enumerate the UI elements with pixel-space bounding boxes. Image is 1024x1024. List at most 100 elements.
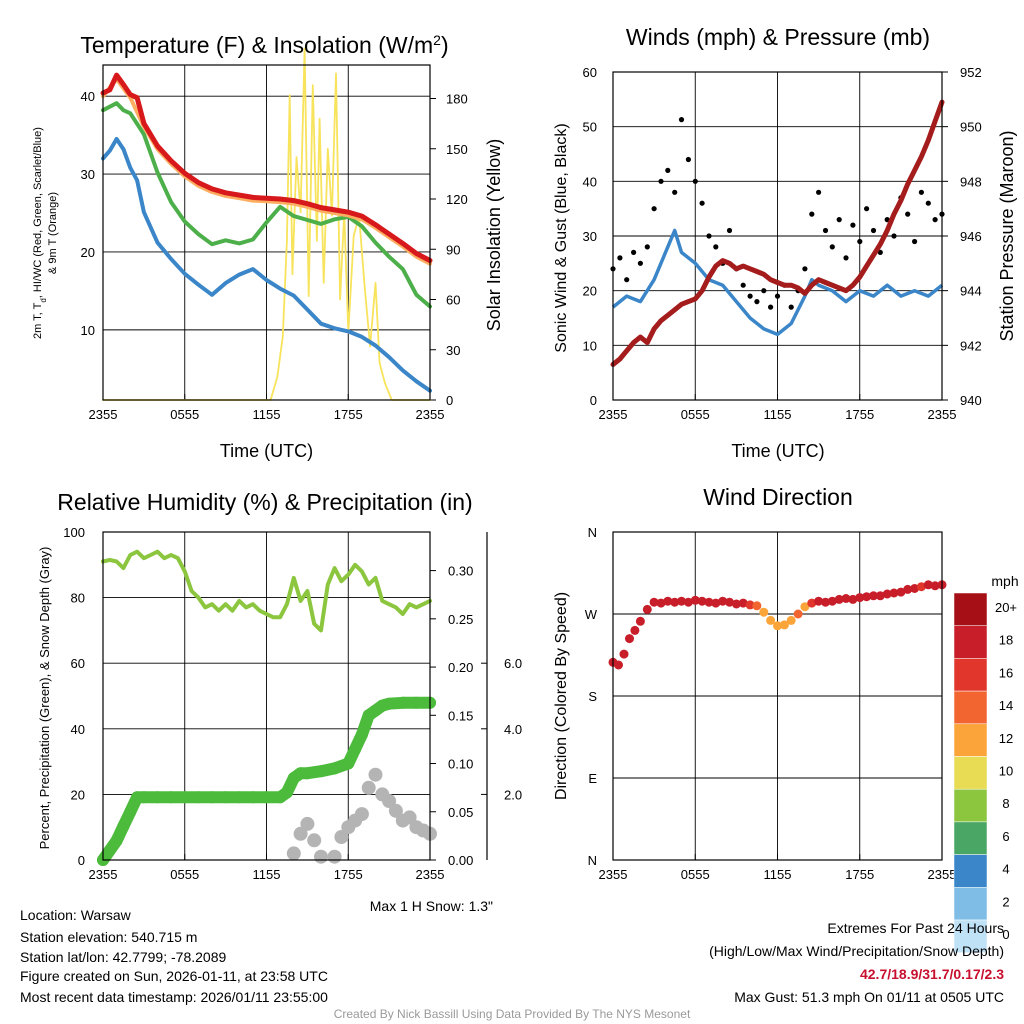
snow-depth-point [293,826,308,841]
dir-point [841,594,851,603]
max-gust-text: Max Gust: 51.3 mph On 01/11 at 0505 UTC [734,989,1004,1005]
precip-point [410,696,423,709]
snow-depth-point [286,846,301,861]
wind-gust-point [774,293,781,299]
wind-gust-point [829,244,835,250]
dir-point [855,593,865,603]
rh-title: Relative Humidity (%) & Precipitation (i… [57,489,472,515]
wind-gust-point [905,211,911,217]
rh-precip-tick-label: 0.15 [448,708,473,723]
wind-xlabel: Time (UTC) [731,441,824,461]
temp-y2tick-label: 180 [446,92,468,107]
precip-point [260,791,273,804]
wind-ytick-label: 60 [583,65,597,80]
elevation-text: Station elevation: 540.715 m [20,929,198,945]
precip-point [342,757,355,770]
colorbar-level-label: 16 [999,665,1013,680]
wind-gust-point [740,282,746,288]
dir-point [649,597,659,607]
dir-point [889,588,899,598]
temp-ylabel-line2: & 9m T (Orange) [47,192,59,274]
dir-title: Wind Direction [703,484,853,510]
colorbar-level-label: 18 [999,633,1013,648]
temp-ytick-label: 20 [81,245,95,260]
wind-gust-point [836,217,842,223]
wind-gust-point [658,178,664,184]
temp-series-line-2 [101,101,432,309]
precip-point [103,844,116,857]
dir-point [821,597,830,607]
wind-speed-line [611,228,944,337]
dir-point [656,598,666,608]
wind-gust-point [816,189,822,195]
wind-gust-point [891,233,897,239]
dir-point [916,582,926,592]
extremes-title: Extremes For Past 24 Hours [827,920,1004,936]
rh-xtick-label: 1755 [334,867,363,882]
wind-ytick-label: 10 [583,338,597,353]
rh-precip-tick-label: 0.25 [448,612,473,627]
rh-precip-tick-label: 0.30 [448,564,473,579]
colorbar-swatch [953,625,988,659]
wind-title: Winds (mph) & Pressure (mb) [626,24,930,50]
rh-precip-tick-label: 0.05 [448,805,473,820]
rh-frame [102,531,431,861]
wind-gust-point [672,189,678,195]
rh-ytick-label: 100 [63,525,85,540]
colorbar-swatch [953,592,988,626]
dir-point [766,615,776,625]
dir-point [875,591,885,601]
temp-y2tick-label: 150 [446,142,468,157]
wind-gust-point [822,227,829,234]
colorbar-label: mph [991,573,1018,589]
temp-series-line-0 [100,72,433,263]
precip-point [301,767,314,780]
temp-ylabel: 2m T, Td, HI/WC (Red, Green, Scarlet/Blu… [32,127,48,339]
dir-point [752,601,762,611]
temp-frame [102,64,431,401]
temp-y2tick-label: 90 [446,242,460,257]
wind-gust-point [747,293,753,299]
precip-point [219,791,232,804]
colorbar-level-label: 12 [999,731,1013,746]
latlon-text: Station lat/lon: 42.7799; -78.2089 [20,949,227,965]
wind-gust-point [761,288,767,294]
temp-y2tick-label: 120 [446,192,468,207]
precip-point [110,834,123,847]
dir-point [683,597,693,607]
wind-xtick-label: 1755 [845,407,874,422]
dir-point [745,600,755,610]
wind-y2tick-label: 946 [960,229,982,244]
wind-gust-point [857,238,863,245]
credit-text: Created By Nick Bassill Using Data Provi… [333,1007,691,1021]
precip-point [328,762,341,775]
dir-point [614,660,623,670]
precip-point [355,728,368,741]
snow-depth-point [354,807,369,822]
wind-y2tick-label: 952 [960,65,982,80]
colorbar-level-label: 6 [1002,829,1009,844]
precip-point [178,791,191,804]
wind-gust-point [685,156,692,163]
rh-note: Max 1 H Snow: 1.3" [370,898,493,914]
temp-ytick-label: 10 [81,323,95,338]
wind-gust-point [624,277,630,283]
snow-depth-point [382,794,397,808]
wind-y2tick-label: 942 [960,338,982,353]
snow-depth-point [327,849,342,864]
snow-depth-point [300,816,315,831]
wind-gust-point [651,206,657,212]
dir-point [670,597,680,607]
rh-ytick-label: 60 [71,656,85,671]
temp-ytick-label: 30 [81,167,95,182]
dir-point [642,604,652,614]
dir-point [903,584,913,594]
dir-point [690,595,700,605]
dir-point [711,598,721,608]
rh-snow-tick-label: 4.0 [504,722,522,737]
precip-point [192,791,205,804]
wind-gust-point [631,249,637,255]
dir-point [827,596,837,606]
wind-ytick-label: 0 [590,393,597,408]
rh-ytick-label: 20 [71,787,85,802]
